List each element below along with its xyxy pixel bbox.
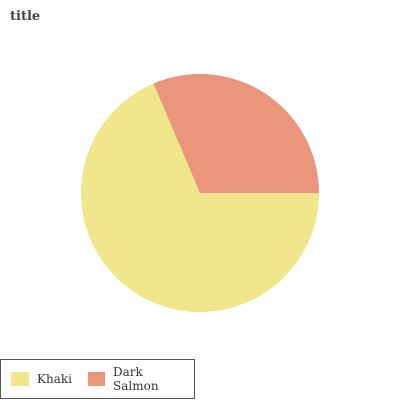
chart-title: title	[10, 9, 41, 24]
legend-swatch-dark-salmon	[87, 372, 106, 386]
legend-label-dark-salmon: Dark Salmon	[113, 365, 159, 393]
legend: Khaki Dark Salmon	[0, 359, 195, 399]
legend-label-khaki: Khaki	[37, 372, 72, 386]
legend-swatch-khaki	[11, 372, 29, 386]
pie-slice-dark-salmon	[153, 73, 319, 193]
pie-slice-khaki	[81, 83, 319, 313]
legend-item-khaki: Khaki	[11, 372, 72, 386]
legend-item-dark-salmon: Dark Salmon	[87, 365, 188, 393]
